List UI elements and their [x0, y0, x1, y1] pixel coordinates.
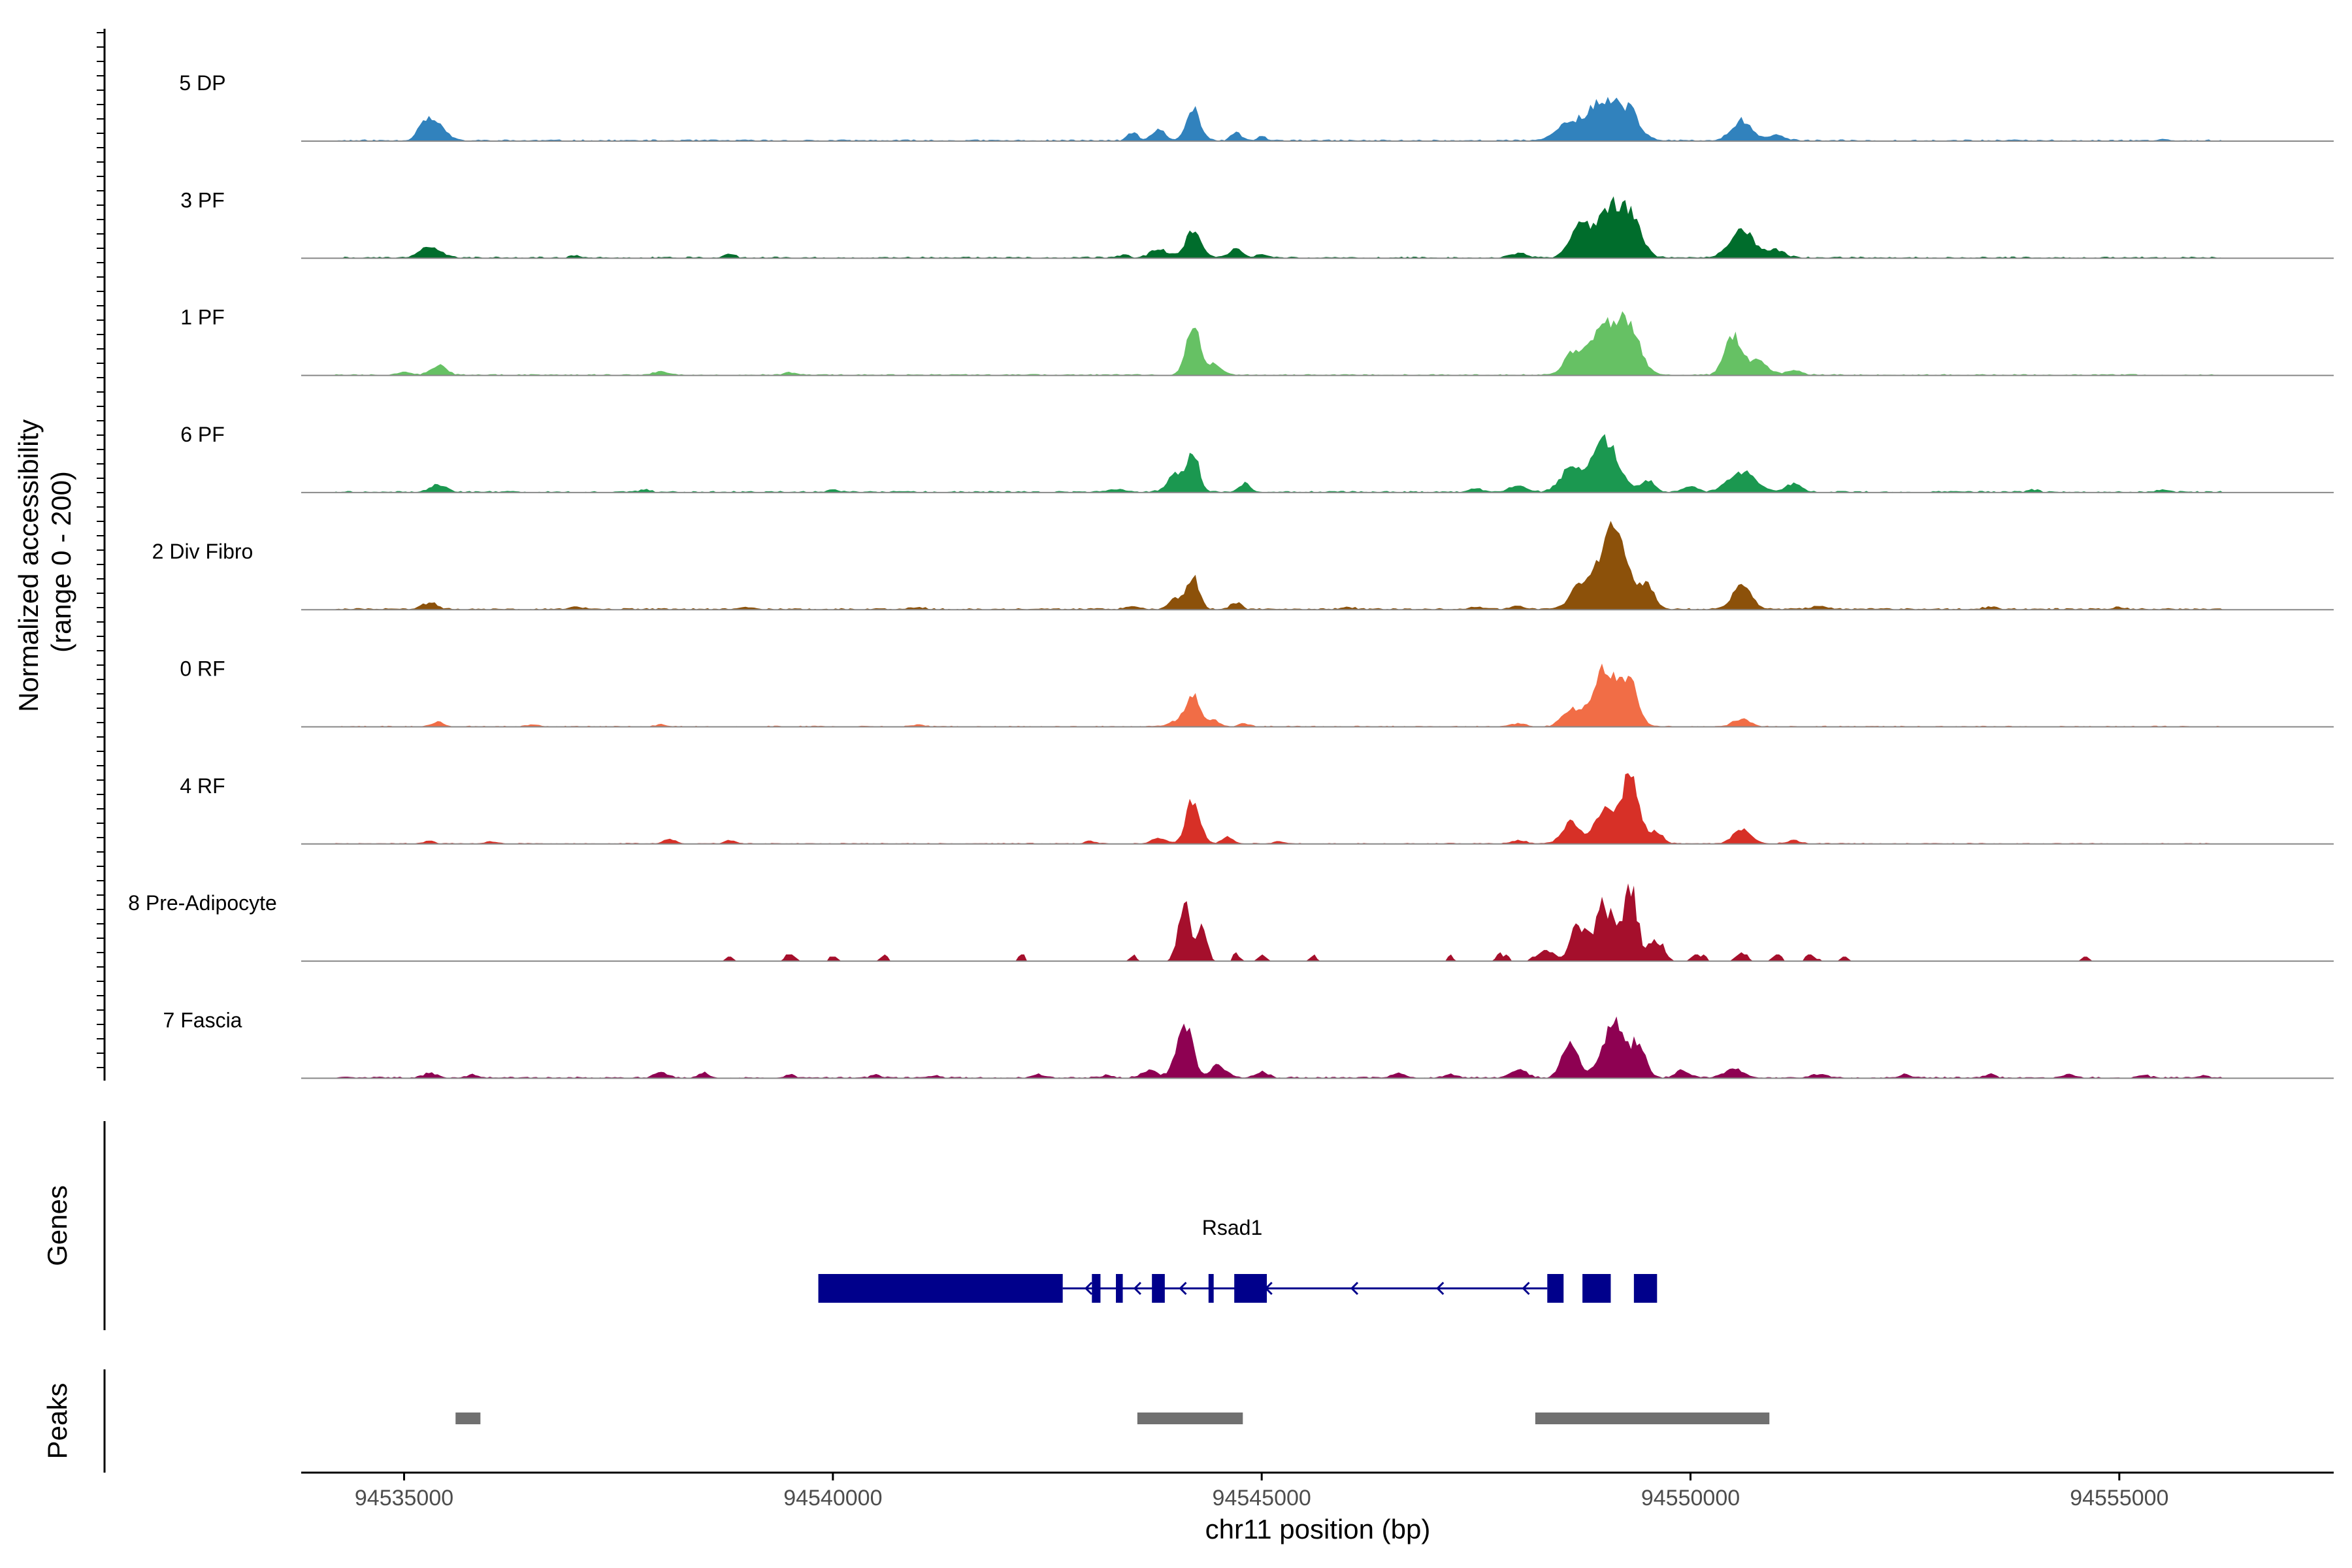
track-2-div-fibro: 2 Div Fibro — [152, 521, 2334, 611]
track-label: 5 DP — [179, 71, 225, 95]
y-axis-title: Normalized accessibility (range 0 - 200) — [13, 412, 76, 712]
peak-region — [1137, 1413, 1243, 1424]
track-label: 0 RF — [180, 657, 225, 681]
track-label: 1 PF — [180, 306, 225, 329]
track-6-pf: 6 PF — [180, 423, 2334, 493]
gene-exon — [1234, 1274, 1267, 1303]
genes-panel: Genes Rsad1 — [42, 1121, 1658, 1330]
y-axis-title-line-1: Normalized accessibility — [13, 419, 44, 712]
x-axis-title: chr11 position (bp) — [1205, 1514, 1431, 1544]
coverage-area — [301, 883, 2334, 962]
strand-arrow — [1522, 1281, 1530, 1296]
strand-arrow — [1179, 1281, 1187, 1296]
track-8-pre-adipocyte: 8 Pre-Adipocyte — [128, 883, 2334, 962]
coverage-area — [301, 434, 2334, 493]
gene-exon — [1633, 1274, 1658, 1303]
peaks-panel-title: Peaks — [42, 1383, 73, 1460]
y-axis — [97, 29, 106, 1081]
peak-bars — [455, 1413, 1770, 1424]
x-tick-label: 94545000 — [1213, 1486, 1311, 1511]
peak-region — [455, 1413, 481, 1424]
track-5-dp: 5 DP — [179, 71, 2334, 142]
x-axis: 94535000 94540000 94545000 94550000 94555000 — [301, 1471, 2334, 1511]
gene-exon — [1582, 1274, 1611, 1303]
track-label: 3 PF — [180, 188, 225, 212]
x-tick-label: 94540000 — [783, 1486, 882, 1511]
track-0-rf: 0 RF — [180, 657, 2334, 728]
strand-arrow — [1436, 1281, 1445, 1296]
coverage-area — [301, 97, 2334, 141]
gene-exon — [818, 1274, 1063, 1303]
coverage-area — [301, 773, 2334, 844]
gene-label: Rsad1 — [1202, 1216, 1263, 1239]
peaks-panel: Peaks — [42, 1369, 1770, 1473]
genes-panel-title: Genes — [42, 1185, 73, 1266]
coverage-area — [301, 311, 2334, 376]
gene-exon — [1092, 1274, 1101, 1303]
coverage-area — [301, 663, 2334, 727]
strand-arrow — [1350, 1281, 1359, 1296]
track-4-rf: 4 RF — [180, 773, 2334, 845]
gene-exon — [1208, 1274, 1214, 1303]
x-tick-label: 94555000 — [2070, 1486, 2168, 1511]
gene-exon — [1152, 1274, 1165, 1303]
track-3-pf: 3 PF — [180, 188, 2334, 259]
gene-model — [818, 1274, 1658, 1303]
track-label: 6 PF — [180, 423, 225, 446]
track-label: 8 Pre-Adipocyte — [128, 891, 277, 915]
strand-arrow — [1133, 1281, 1141, 1296]
strand-arrow — [1084, 1281, 1093, 1296]
y-axis-title-line-2: (range 0 - 200) — [46, 471, 76, 653]
coverage-area — [301, 521, 2334, 610]
x-tick-label: 94535000 — [355, 1486, 453, 1511]
gene-exon — [1116, 1274, 1123, 1303]
coverage-tracks: 5 DP 3 PF 1 PF 6 PF 2 Div Fibro 0 RF 4 RF 8 Pre… — [128, 71, 2334, 1079]
track-label: 7 Fascia — [163, 1008, 242, 1032]
coverage-area — [301, 196, 2334, 259]
coverage-area — [301, 1016, 2334, 1079]
x-tick-label: 94550000 — [1641, 1486, 1740, 1511]
track-7-fascia: 7 Fascia — [163, 1008, 2334, 1079]
peak-region — [1535, 1413, 1770, 1424]
track-1-pf: 1 PF — [180, 306, 2334, 376]
track-label: 4 RF — [180, 774, 225, 798]
track-label: 2 Div Fibro — [152, 540, 253, 563]
gene-exon — [1547, 1274, 1564, 1303]
